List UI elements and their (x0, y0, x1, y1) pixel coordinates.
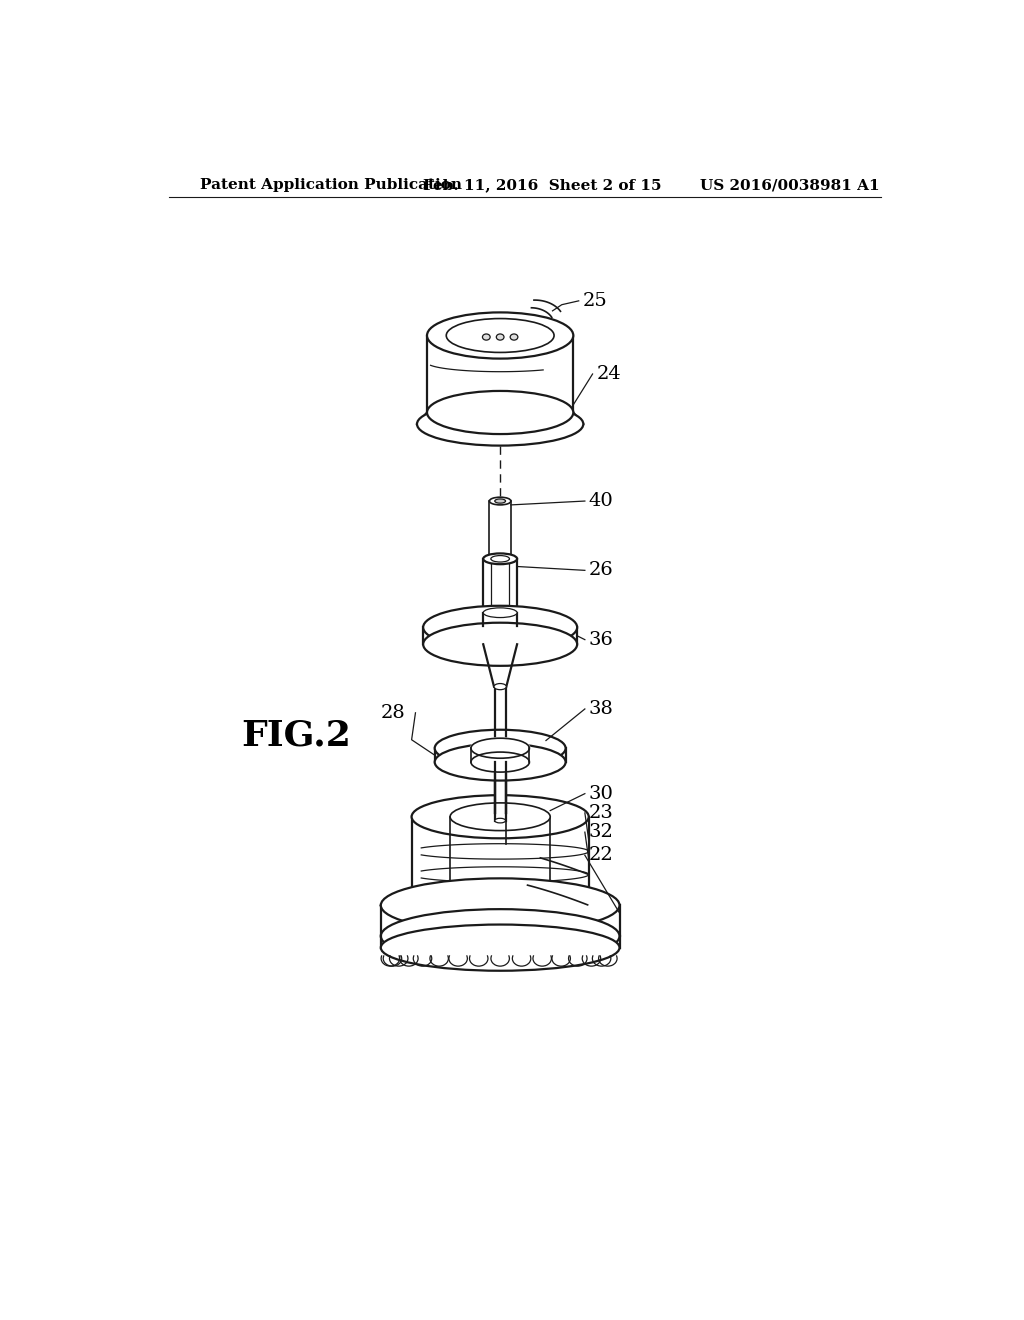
Text: Patent Application Publication: Patent Application Publication (200, 178, 462, 193)
Ellipse shape (471, 752, 529, 772)
Ellipse shape (423, 606, 578, 649)
Ellipse shape (417, 403, 584, 446)
Ellipse shape (495, 499, 506, 503)
Ellipse shape (381, 878, 620, 932)
Polygon shape (412, 817, 589, 917)
Text: 38: 38 (589, 700, 613, 718)
Ellipse shape (482, 334, 490, 341)
Text: 40: 40 (589, 492, 613, 510)
Text: 28: 28 (381, 704, 406, 722)
Ellipse shape (427, 391, 573, 434)
Text: 36: 36 (589, 631, 613, 648)
Ellipse shape (494, 684, 506, 690)
Text: 25: 25 (583, 292, 607, 310)
Ellipse shape (495, 818, 506, 822)
Ellipse shape (471, 738, 529, 758)
Ellipse shape (381, 924, 620, 970)
Ellipse shape (427, 313, 573, 359)
Ellipse shape (435, 743, 565, 780)
Ellipse shape (489, 498, 511, 506)
Ellipse shape (483, 607, 517, 618)
Text: Feb. 11, 2016  Sheet 2 of 15: Feb. 11, 2016 Sheet 2 of 15 (423, 178, 662, 193)
Text: FIG.2: FIG.2 (242, 719, 351, 752)
Ellipse shape (497, 334, 504, 341)
Text: 23: 23 (589, 804, 613, 822)
Ellipse shape (510, 334, 518, 341)
Ellipse shape (412, 795, 589, 838)
Polygon shape (435, 748, 565, 762)
Ellipse shape (423, 623, 578, 665)
Ellipse shape (489, 556, 511, 562)
Ellipse shape (381, 909, 620, 964)
Text: US 2016/0038981 A1: US 2016/0038981 A1 (700, 178, 880, 193)
Text: 26: 26 (589, 561, 613, 579)
Polygon shape (427, 335, 573, 412)
Ellipse shape (412, 895, 589, 939)
Polygon shape (423, 627, 578, 644)
Polygon shape (381, 906, 620, 936)
Polygon shape (495, 686, 506, 813)
Text: 24: 24 (596, 366, 622, 383)
Text: 30: 30 (589, 784, 613, 803)
Polygon shape (483, 558, 517, 609)
Polygon shape (489, 502, 511, 558)
Ellipse shape (451, 803, 550, 830)
Polygon shape (417, 412, 584, 424)
Text: 32: 32 (589, 824, 613, 841)
Ellipse shape (483, 553, 517, 564)
Text: 22: 22 (589, 846, 613, 865)
Ellipse shape (435, 730, 565, 767)
